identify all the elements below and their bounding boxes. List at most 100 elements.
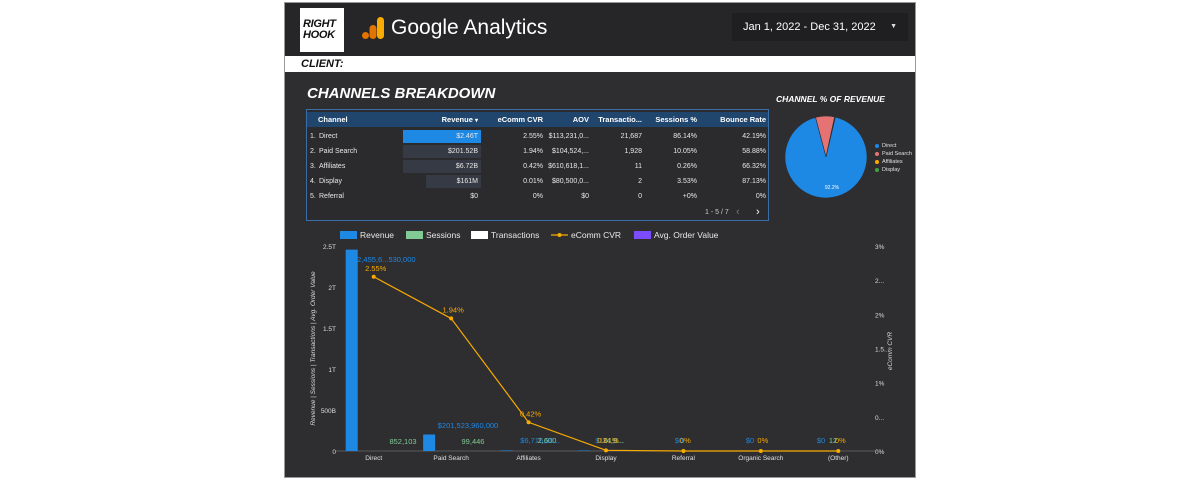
cell-ecomm-cvr: 0% — [532, 193, 543, 200]
ecomm-cvr-data-label: 0% — [835, 436, 846, 445]
cell-aov: $610,618,1... — [548, 163, 589, 170]
table-row[interactable]: 5. Referral $0 0% $0 0 +0% 0% — [307, 189, 768, 204]
row-index: 1. — [310, 133, 316, 140]
y2-tick-label: 0... — [875, 415, 884, 422]
revenue-heat-fill — [426, 175, 481, 188]
table-row[interactable]: 2. Paid Search $201.52B 1.94% $104,524,... 1,… — [307, 144, 768, 159]
table-row[interactable]: 4. Display $161M 0.01% $80,500,0... 2 3.53% 87.… — [307, 174, 768, 189]
channel-combo-chart: Revenue Sessions Transactions eComm CVR Avg.… — [310, 230, 894, 462]
chart-legend-item[interactable]: eComm CVR — [551, 230, 621, 240]
pie-legend-item[interactable]: Display — [875, 166, 912, 174]
cell-aov: $0 — [581, 193, 589, 200]
col-header-revenue-label: Revenue — [441, 115, 473, 124]
ecomm-cvr-point — [681, 449, 686, 453]
cell-transactions: 11 — [634, 163, 642, 170]
cell-bounce-rate: 42.19% — [742, 133, 766, 140]
pie-slice-direct — [784, 116, 868, 199]
ecomm-cvr-point — [371, 274, 376, 279]
legend-swatch-icon — [406, 231, 423, 239]
chart-legend-item[interactable]: Transactions — [471, 230, 539, 240]
col-header-sessions-pct[interactable]: Sessions % — [655, 115, 697, 124]
pie-legend-label: Direct — [882, 143, 897, 149]
revenue-heat-fill — [403, 130, 481, 143]
col-header-aov[interactable]: AOV — [572, 115, 589, 124]
cell-revenue-value: $6.72B — [455, 163, 478, 170]
pie-legend-item[interactable]: Paid Search — [875, 150, 912, 158]
cell-revenue: $161M — [403, 174, 481, 189]
google-analytics-icon — [362, 17, 384, 39]
revenue-bar — [578, 450, 590, 451]
revenue-data-label: $0 — [675, 436, 683, 445]
revenue-data-label: $201,523,960,000 — [438, 421, 498, 430]
cell-revenue: $201.52B — [403, 144, 481, 159]
cell-revenue-value: $0 — [470, 193, 478, 200]
cell-sessions-pct: 3.53% — [677, 178, 697, 185]
logo-line-2: HOOK — [303, 29, 335, 41]
ecomm-cvr-point — [526, 420, 531, 425]
revenue-data-label: $0 — [817, 436, 825, 445]
y2-tick-label: 0% — [875, 449, 885, 456]
col-header-bounce-rate[interactable]: Bounce Rate — [720, 115, 766, 124]
dashboard-frame: RIGHT HOOK Google Analytics Jan 1, 2022 … — [284, 2, 916, 478]
y2-tick-label: 1% — [875, 381, 885, 388]
cell-channel: Direct — [319, 133, 338, 140]
legend-label: Sessions — [426, 230, 461, 240]
x-tick-label: Organic Search — [738, 455, 784, 462]
cell-aov: $80,500,0... — [552, 178, 589, 185]
pagination-label: 1 - 5 / 7 — [705, 209, 729, 216]
cell-bounce-rate: 66.32% — [742, 163, 766, 170]
x-tick-label: Affiliates — [516, 455, 541, 462]
cell-bounce-rate: 58.88% — [742, 148, 766, 155]
ecomm-cvr-point — [836, 449, 841, 453]
chart-legend-item[interactable]: Revenue — [340, 230, 394, 240]
col-header-channel[interactable]: Channel — [318, 115, 348, 124]
cell-aov: $104,524,... — [552, 148, 589, 155]
col-header-ecomm-cvr[interactable]: eComm CVR — [497, 115, 543, 124]
pie-legend-item[interactable]: Affiliates — [875, 158, 912, 166]
ecomm-cvr-data-label: 0% — [757, 436, 768, 445]
y-tick-label: 1.5T — [323, 326, 336, 333]
chart-legend-item[interactable]: Avg. Order Value — [634, 230, 719, 240]
table-header-row: Channel Revenue ▾ eComm CVR AOV Transact… — [307, 112, 768, 127]
cell-sessions-pct: 10.05% — [673, 148, 697, 155]
x-tick-label: Display — [595, 455, 617, 462]
cell-sessions-pct: +0% — [682, 193, 697, 200]
y-tick-label: 2T — [328, 285, 336, 292]
section-title: CHANNELS BREAKDOWN — [307, 85, 496, 102]
cell-sessions-pct: 0.26% — [677, 163, 697, 170]
cell-ecomm-cvr: 1.94% — [523, 148, 543, 155]
ecomm-cvr-data-label: 0.01% — [597, 436, 619, 445]
ecomm-cvr-data-label: 0.42% — [520, 409, 542, 418]
x-tick-label: Direct — [365, 455, 382, 462]
col-header-transactions[interactable]: Transactio... — [598, 115, 642, 124]
ecomm-cvr-data-label: 0% — [680, 436, 691, 445]
legend-dot-icon — [875, 160, 879, 164]
client-bar: CLIENT: — [285, 56, 915, 72]
y-tick-label: 2.5T — [323, 244, 336, 251]
next-page-button[interactable]: › — [756, 206, 760, 218]
pie-legend-item[interactable]: Direct — [875, 142, 912, 150]
dropdown-arrow-icon: ▼ — [890, 23, 897, 30]
cell-channel: Affiliates — [319, 163, 346, 170]
date-range-select[interactable]: Jan 1, 2022 - Dec 31, 2022 ▼ — [732, 13, 908, 41]
table-row[interactable]: 3. Affiliates $6.72B 0.42% $610,618,1... 11 0.… — [307, 159, 768, 174]
revenue-bar — [345, 249, 358, 451]
legend-dot-icon — [875, 144, 879, 148]
pie-legend-label: Paid Search — [882, 151, 912, 157]
chart-legend-item[interactable]: Sessions — [406, 230, 461, 240]
ecomm-cvr-point — [449, 316, 454, 321]
x-tick-label: Referral — [672, 455, 696, 462]
cell-revenue: $0 — [403, 189, 481, 204]
pie-legend-label: Affiliates — [882, 159, 903, 165]
cell-channel: Paid Search — [319, 148, 358, 155]
legend-label: Revenue — [360, 230, 394, 240]
table-row[interactable]: 1. Direct $2.46T 2.55% $113,231,0... 21,687 86… — [307, 129, 768, 144]
cell-revenue-value: $2.46T — [456, 133, 478, 140]
cell-revenue-value: $161M — [456, 178, 478, 185]
legend-dot-icon — [875, 152, 879, 156]
col-header-revenue[interactable]: Revenue ▾ — [403, 112, 481, 127]
cell-revenue: $6.72B — [403, 159, 481, 174]
prev-page-button[interactable]: ‹ — [736, 206, 740, 218]
legend-swatch-icon — [634, 231, 651, 239]
legend-label: Avg. Order Value — [654, 230, 719, 240]
